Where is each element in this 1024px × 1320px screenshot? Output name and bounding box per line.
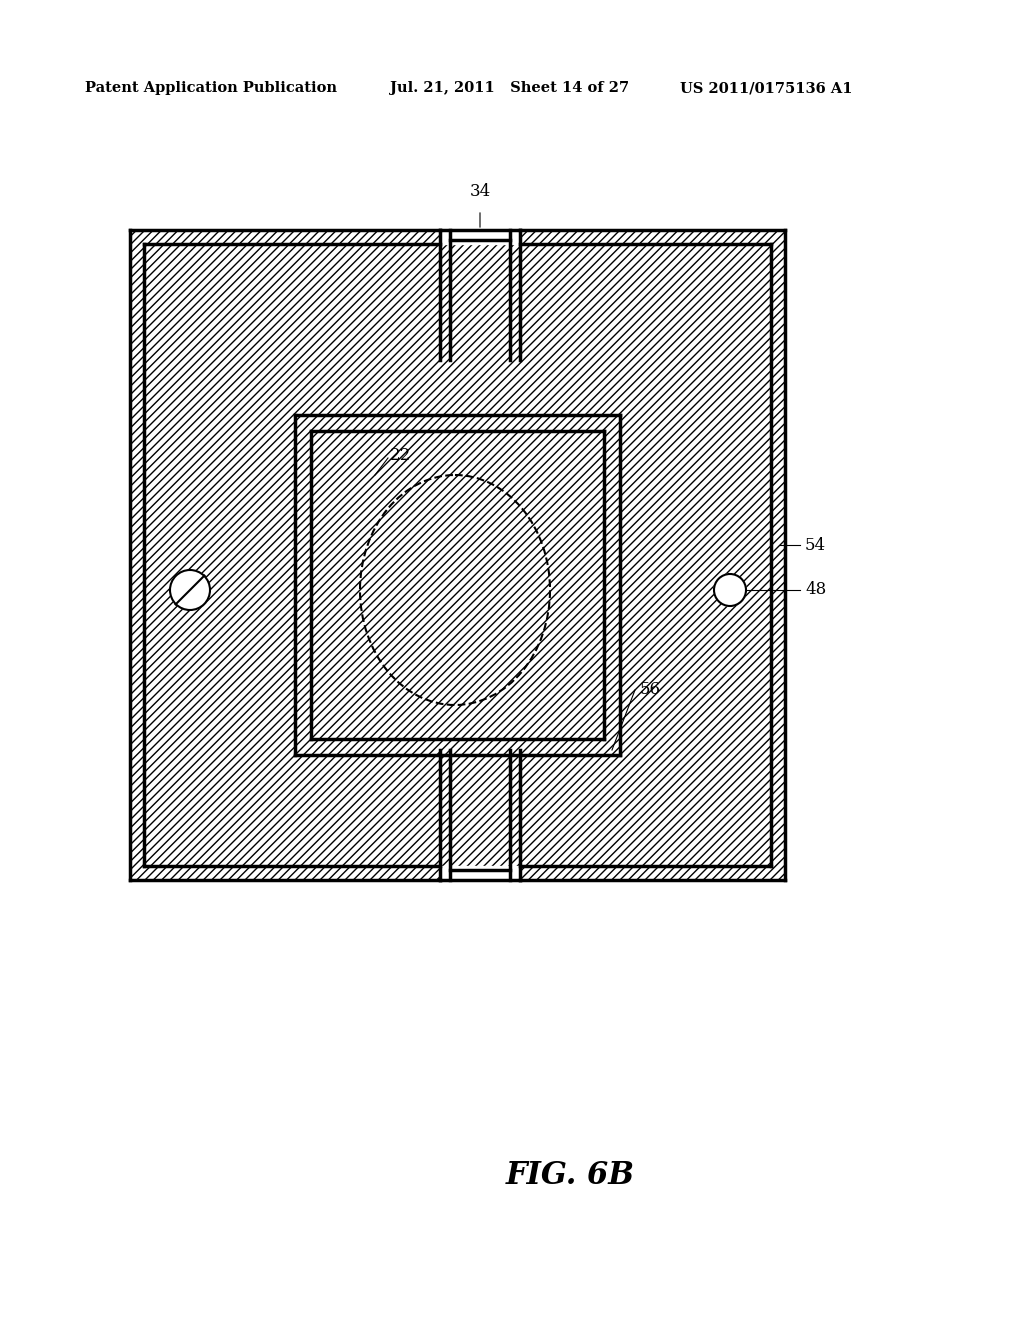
Circle shape bbox=[170, 570, 210, 610]
Polygon shape bbox=[440, 866, 520, 880]
Text: 48: 48 bbox=[805, 582, 826, 598]
Bar bbox=[130, 230, 785, 880]
Bar bbox=[295, 414, 620, 755]
Text: Patent Application Publication: Patent Application Publication bbox=[85, 81, 337, 95]
Polygon shape bbox=[440, 230, 520, 244]
Text: 22: 22 bbox=[390, 446, 412, 463]
Text: 34: 34 bbox=[469, 183, 490, 201]
Bar bbox=[295, 414, 311, 755]
Bar bbox=[295, 739, 620, 755]
Text: FIG. 6B: FIG. 6B bbox=[506, 1159, 635, 1191]
Text: 56: 56 bbox=[640, 681, 662, 698]
Bar bbox=[440, 750, 520, 880]
Bar bbox=[295, 414, 620, 432]
Circle shape bbox=[714, 574, 746, 606]
Bar bbox=[604, 414, 620, 755]
Bar bbox=[440, 230, 520, 360]
Text: 54: 54 bbox=[805, 536, 826, 553]
Text: Jul. 21, 2011   Sheet 14 of 27: Jul. 21, 2011 Sheet 14 of 27 bbox=[390, 81, 629, 95]
Text: US 2011/0175136 A1: US 2011/0175136 A1 bbox=[680, 81, 853, 95]
